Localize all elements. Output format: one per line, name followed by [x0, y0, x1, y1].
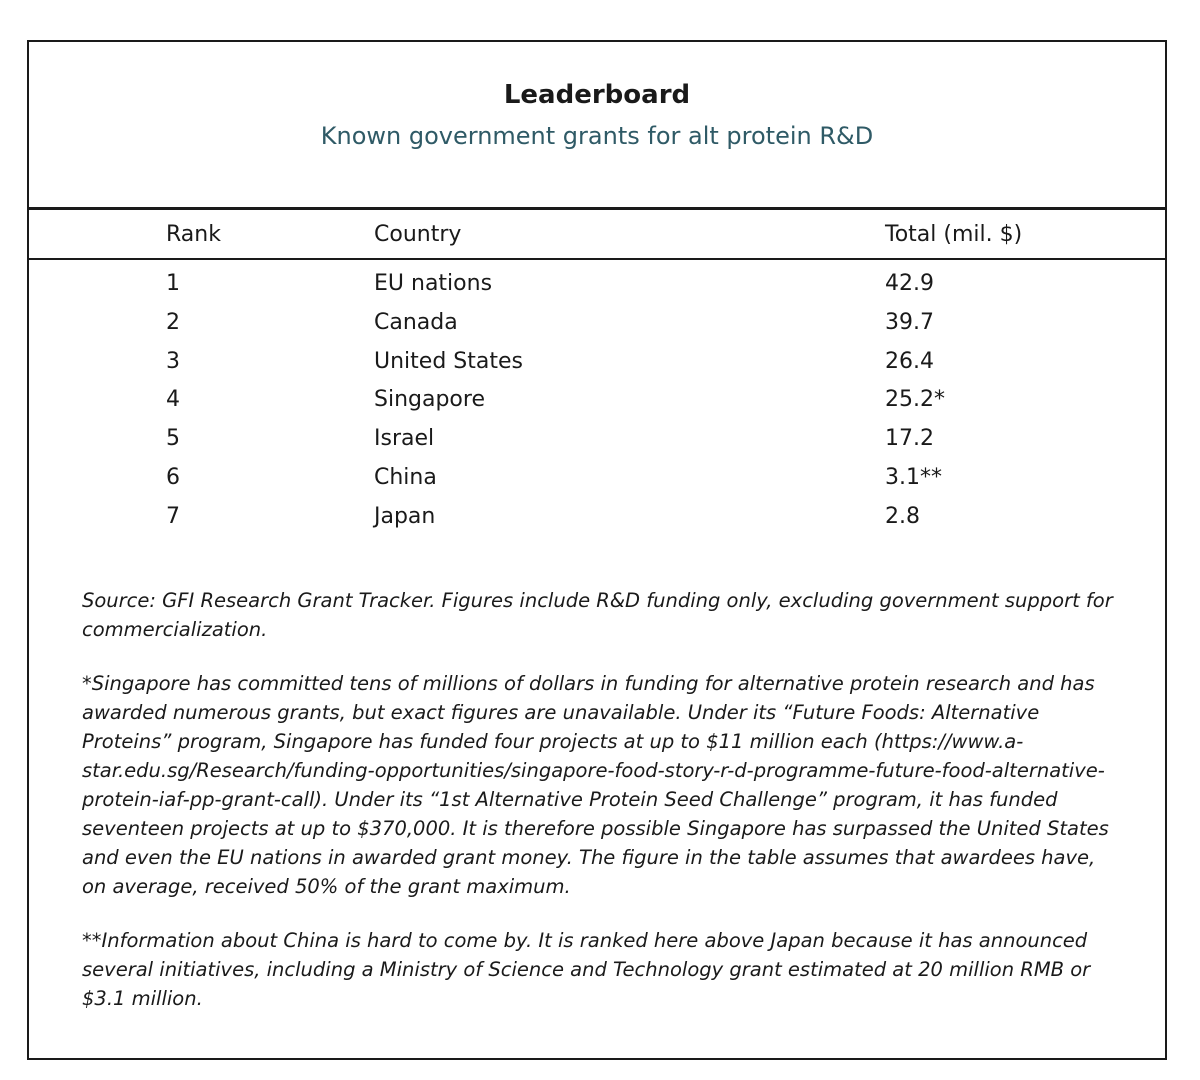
country-cell: China — [374, 465, 437, 490]
column-header-total: Total (mil. $) — [885, 222, 1023, 247]
rank-cell: 4 — [166, 387, 180, 412]
country-cell: Israel — [374, 426, 435, 451]
table-title: Leaderboard — [503, 80, 691, 110]
china-footnote: **Information about China is hard to com… — [82, 929, 1091, 1010]
total-cell: 42.9 — [885, 271, 934, 296]
rank-cell: 5 — [166, 426, 180, 451]
country-cell: EU nations — [374, 271, 493, 296]
column-header-rank: Rank — [166, 222, 221, 247]
footnotes: Source: GFI Research Grant Tracker. Figu… — [82, 586, 1122, 1038]
total-cell: 3.1** — [885, 465, 942, 490]
country-cell: Japan — [374, 504, 436, 529]
top-rule — [29, 207, 1165, 210]
total-cell: 2.8 — [885, 504, 920, 529]
header-rule — [29, 258, 1165, 260]
column-header-country: Country — [374, 222, 462, 247]
singapore-footnote: *Singapore has committed tens of million… — [82, 672, 1109, 898]
rank-cell: 3 — [166, 349, 180, 374]
leaderboard-card: Leaderboard Known government grants for … — [27, 40, 1167, 1060]
total-cell: 25.2* — [885, 387, 945, 412]
country-cell: Singapore — [374, 387, 485, 412]
country-cell: Canada — [374, 310, 458, 335]
rank-cell: 1 — [166, 271, 180, 296]
source-note: Source: GFI Research Grant Tracker. Figu… — [82, 589, 1113, 641]
rank-cell: 7 — [166, 504, 180, 529]
country-cell: United States — [374, 349, 523, 374]
total-cell: 17.2 — [885, 426, 934, 451]
total-cell: 26.4 — [885, 349, 934, 374]
total-cell: 39.7 — [885, 310, 934, 335]
table-subtitle: Known government grants for alt protein … — [320, 122, 874, 150]
rank-cell: 2 — [166, 310, 180, 335]
rank-cell: 6 — [166, 465, 180, 490]
